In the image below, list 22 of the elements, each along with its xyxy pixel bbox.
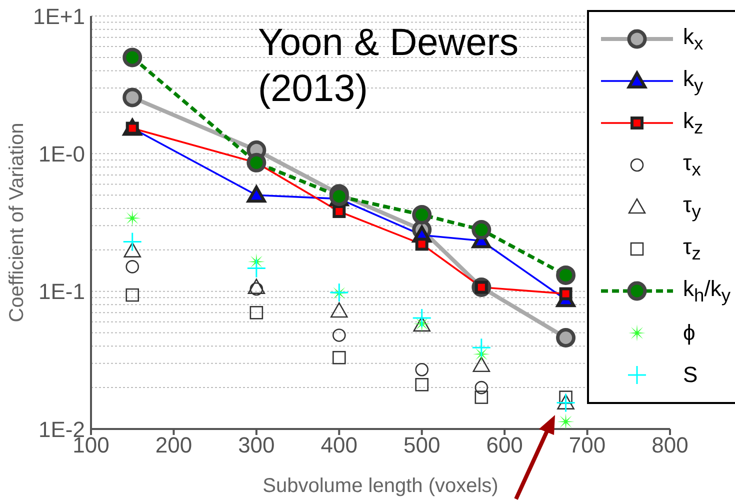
legend-label: S (683, 362, 698, 388)
y-axis-title: Coefficient of Variation (6, 122, 28, 322)
x-tick-label: 300 (238, 432, 275, 458)
x-tick-label: 200 (155, 432, 192, 458)
legend-label: k$_{h}$/k$_{y}$ (683, 276, 730, 306)
annotation: Yoon & Dewers (2013) (258, 21, 520, 112)
legend-label: k$_{y}$ (683, 66, 704, 96)
legend-label: τ$_{y}$ (683, 192, 701, 222)
y-tick-label: 1E+1 (33, 4, 85, 29)
x-tick-label: 700 (568, 432, 606, 458)
x-tick-label: 400 (320, 432, 358, 458)
legend-label: k$_{x}$ (683, 24, 704, 54)
legend-label: ϕ (683, 320, 696, 346)
y-tick-label: 1E-1 (38, 279, 85, 304)
x-tick-label: 500 (404, 432, 440, 458)
legend-label: τ$_{x}$ (683, 150, 701, 180)
y-tick-label: 1E-0 (38, 141, 85, 166)
x-tick-label: 800 (652, 432, 688, 458)
legend-label: τ$_{z}$ (683, 234, 701, 264)
x-axis-title: Subvolume length (voxels) (262, 475, 498, 497)
x-tick-label: 600 (486, 432, 523, 458)
legend-label: k$_{z}$ (683, 108, 704, 138)
